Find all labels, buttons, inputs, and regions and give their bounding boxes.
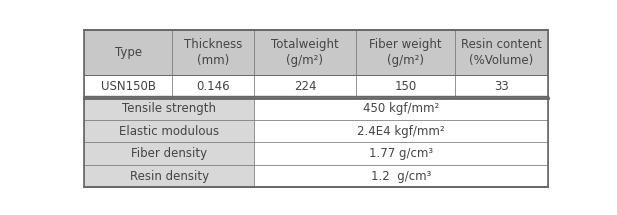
Bar	[254, 98, 548, 120]
Text: 450 kgf/mm²: 450 kgf/mm²	[363, 102, 439, 115]
Bar	[85, 75, 172, 98]
Text: Tensile strength: Tensile strength	[122, 102, 216, 115]
Bar	[85, 142, 254, 165]
Text: Fiber weight
(g/m²): Fiber weight (g/m²)	[369, 38, 442, 67]
Bar	[254, 120, 548, 142]
Bar	[85, 165, 254, 187]
Bar	[455, 30, 548, 75]
Text: 150: 150	[394, 80, 416, 93]
Text: Resin density: Resin density	[130, 169, 209, 183]
Bar	[356, 75, 455, 98]
Text: 0.146: 0.146	[196, 80, 230, 93]
Bar	[85, 98, 254, 120]
Bar	[254, 165, 548, 187]
Text: Fiber density: Fiber density	[131, 147, 207, 160]
Bar	[254, 142, 548, 165]
Bar	[172, 30, 254, 75]
Text: Elastic modulous: Elastic modulous	[119, 125, 219, 138]
Text: Type: Type	[115, 46, 142, 59]
Text: 1.2  g/cm³: 1.2 g/cm³	[371, 169, 431, 183]
Text: 33: 33	[494, 80, 509, 93]
Bar	[356, 30, 455, 75]
Text: Resin content
(%Volume): Resin content (%Volume)	[461, 38, 542, 67]
Bar	[455, 75, 548, 98]
Text: 1.77 g/cm³: 1.77 g/cm³	[369, 147, 433, 160]
Text: Thickness
(mm): Thickness (mm)	[184, 38, 242, 67]
Text: 224: 224	[294, 80, 316, 93]
Bar	[254, 75, 356, 98]
Bar	[254, 30, 356, 75]
Text: Totalweight
(g/m²): Totalweight (g/m²)	[271, 38, 339, 67]
Text: 2.4E4 kgf/mm²: 2.4E4 kgf/mm²	[357, 125, 445, 138]
Bar	[172, 75, 254, 98]
Text: USN150B: USN150B	[101, 80, 155, 93]
Bar	[85, 30, 172, 75]
Bar	[85, 120, 254, 142]
